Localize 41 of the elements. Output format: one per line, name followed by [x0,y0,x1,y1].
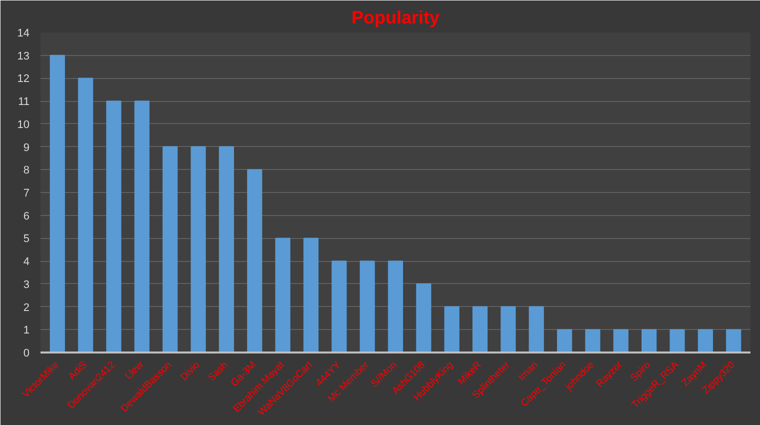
bar [585,329,600,352]
bar [416,283,432,352]
y-tick-label: 5 [23,233,30,246]
bar [557,329,572,352]
y-tick-label: 14 [17,28,30,40]
bar [388,260,404,352]
bar [303,238,319,352]
bar [50,54,65,352]
y-tick-label: 11 [18,96,30,108]
bar [78,78,94,352]
bar [670,329,685,352]
bar [247,169,262,352]
y-tick-label: 0 [23,348,30,360]
y-tick-label: 13 [17,50,30,62]
bar [698,329,713,352]
bar [444,306,460,352]
bar [190,146,206,352]
bar [642,329,657,352]
bar [162,146,178,352]
bar [218,146,234,352]
bar [106,100,122,352]
y-tick-label: 1 [23,324,30,337]
y-tick-label: 7 [23,188,30,200]
y-tick-label: 4 [23,256,30,268]
y-tick-label: 12 [17,73,30,86]
bar [613,329,628,352]
bar [275,238,290,352]
bar [332,260,347,352]
bar [726,329,742,352]
y-tick-label: 8 [23,164,30,177]
y-tick-label: 10 [17,118,30,131]
y-tick-label: 3 [23,278,30,291]
bar [500,306,516,352]
bar [134,100,150,352]
y-tick-label: 2 [23,302,30,314]
y-tick-label: 6 [23,210,30,222]
bar [472,306,488,352]
bar [360,260,375,352]
y-tick-label: 9 [23,142,30,154]
chart-title: Popularity [351,8,440,28]
bar [528,306,544,352]
